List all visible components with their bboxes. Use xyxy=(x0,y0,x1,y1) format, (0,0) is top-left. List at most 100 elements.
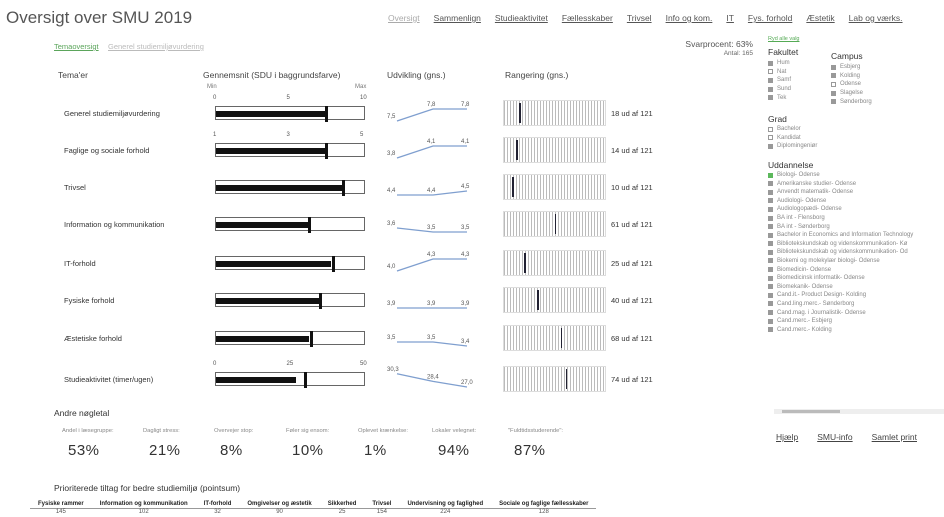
tab-temaoversigt[interactable]: Temaoversigt xyxy=(54,42,99,51)
bottom-link-0[interactable]: Hjælp xyxy=(776,432,799,442)
nav-link-1[interactable]: Sammenlign xyxy=(433,13,481,23)
uddannelse-option[interactable]: Bibliotekskundskab og videnskommunikatio… xyxy=(768,240,944,249)
nav-link-8[interactable]: Æstetik xyxy=(806,13,835,23)
checkbox-icon[interactable] xyxy=(768,241,773,247)
uddannelse-option[interactable]: Biokemi og molekylær biologi- Odense xyxy=(768,257,944,266)
uddannelse-option[interactable]: Biologi- Odense xyxy=(768,171,944,180)
theme-name: Trivsel xyxy=(64,183,86,192)
nav-link-5[interactable]: Info og kom. xyxy=(665,13,713,23)
fakultet-title: Fakultet xyxy=(768,47,799,57)
axis-tick-label: 10 xyxy=(360,95,367,101)
uddannelse-option[interactable]: Cand.merc.- Esbjerg xyxy=(768,317,944,326)
kpi-value: 21% xyxy=(149,442,181,459)
checkbox-icon[interactable] xyxy=(768,189,773,195)
checkbox-icon[interactable] xyxy=(831,90,836,96)
scrollbar-thumb[interactable] xyxy=(782,410,840,413)
header-udvikling: Udvikling (gns.) xyxy=(387,70,446,80)
checkbox-icon[interactable] xyxy=(768,206,773,212)
uddannelse-option[interactable]: Biomekanik- Odense xyxy=(768,282,944,291)
uddannelse-option[interactable]: Bibliotekskundskab og videnskommunikatio… xyxy=(768,248,944,257)
uddannelse-option[interactable]: Audiologi- Odense xyxy=(768,197,944,206)
checkbox-icon[interactable] xyxy=(768,318,773,324)
checkbox-icon[interactable] xyxy=(831,73,836,79)
checkbox-icon[interactable] xyxy=(768,181,773,187)
checkbox-icon[interactable] xyxy=(831,99,836,105)
checkbox-icon[interactable] xyxy=(768,232,773,238)
development-line xyxy=(396,145,467,159)
average-bar xyxy=(215,106,365,122)
priority-column-header: Sikkerhed xyxy=(319,500,365,509)
nav-link-3[interactable]: Fællesskaber xyxy=(561,13,613,23)
uddannelse-option[interactable]: BA int - Flensborg xyxy=(768,214,944,223)
uddannelse-option[interactable]: Biomedicinsk informatik- Odense xyxy=(768,274,944,283)
uddannelse-option[interactable]: BA int - Sønderborg xyxy=(768,222,944,231)
checkbox-icon[interactable] xyxy=(768,86,773,92)
rank-position-marker xyxy=(554,214,556,234)
checkbox-icon[interactable] xyxy=(768,310,773,316)
checkbox-icon[interactable] xyxy=(768,249,773,255)
checkbox-icon[interactable] xyxy=(768,69,773,75)
checkbox-icon[interactable] xyxy=(768,135,773,141)
uddannelse-option[interactable]: Amerikanske studier- Odense xyxy=(768,179,944,188)
uddannelse-option[interactable]: Cand.it.- Product Design- Kolding xyxy=(768,291,944,300)
nav-link-7[interactable]: Fys. forhold xyxy=(747,13,793,23)
checkbox-icon[interactable] xyxy=(768,224,773,230)
filter-option[interactable]: Bachelor xyxy=(768,125,944,134)
filter-option[interactable]: Hum xyxy=(768,59,823,68)
checkbox-icon[interactable] xyxy=(831,64,836,70)
checkbox-icon[interactable] xyxy=(768,172,773,178)
kpi-label: Dagligt stress: xyxy=(143,428,180,434)
development-value: 27,0 xyxy=(461,380,473,386)
filter-option[interactable]: Esbjerg xyxy=(831,63,872,72)
uddannelse-option[interactable]: Audiologopædi- Odense xyxy=(768,205,944,214)
checkbox-icon[interactable] xyxy=(768,301,773,307)
uddannelse-option[interactable]: Cand.ling.merc.- Sønderborg xyxy=(768,300,944,309)
campus-list: Esbjerg Kolding Odense Slagelse Sønderborg xyxy=(831,63,872,106)
checkbox-icon[interactable] xyxy=(768,60,773,66)
checkbox-icon[interactable] xyxy=(768,198,773,204)
filter-option[interactable]: Slagelse xyxy=(831,89,872,98)
checkbox-icon[interactable] xyxy=(768,77,773,83)
nav-link-9[interactable]: Lab og værks. xyxy=(848,13,903,23)
priority-value: 25 xyxy=(338,509,346,515)
filter-option[interactable]: Samf xyxy=(768,76,823,85)
filter-option[interactable]: Tek xyxy=(768,93,823,102)
checkbox-icon[interactable] xyxy=(768,327,773,333)
tab-generel-studiemiljoevurdering[interactable]: Generel studiemiljøvurdering xyxy=(108,42,204,51)
uddannelse-option[interactable]: Cand.merc.- Kolding xyxy=(768,325,944,334)
bottom-link-1[interactable]: SMU-info xyxy=(817,432,853,442)
filter-option[interactable]: Odense xyxy=(831,80,872,89)
filter-option[interactable]: Sønderborg xyxy=(831,97,872,106)
header-tema: Tema'er xyxy=(58,70,88,80)
checkbox-icon[interactable] xyxy=(768,275,773,281)
filter-option[interactable]: Diplomingeniør xyxy=(768,142,944,151)
nav-link-2[interactable]: Studieaktivitet xyxy=(494,13,548,23)
nav-link-4[interactable]: Trivsel xyxy=(626,13,652,23)
checkbox-icon[interactable] xyxy=(768,215,773,221)
uddannelse-scrollbar[interactable] xyxy=(774,409,944,414)
checkbox-icon[interactable] xyxy=(831,81,836,87)
filter-option[interactable]: Kolding xyxy=(831,72,872,81)
rank-text: 74 ud af 121 xyxy=(611,375,653,384)
filter-option[interactable]: Sund xyxy=(768,85,823,94)
checkbox-icon[interactable] xyxy=(768,258,773,264)
rank-distribution xyxy=(503,100,606,126)
checkbox-icon[interactable] xyxy=(768,143,773,149)
uddannelse-option[interactable]: Bachelor in Economics and Information Te… xyxy=(768,231,944,240)
ryd-alle-valg-link[interactable]: Ryd alle valg xyxy=(768,36,800,42)
checkbox-icon[interactable] xyxy=(768,95,773,101)
uddannelse-option[interactable]: Cand.mag. i Journalistik- Odense xyxy=(768,308,944,317)
svarprocent: Svarprocent: 63% xyxy=(685,39,753,49)
nav-link-0[interactable]: Oversigt xyxy=(388,13,420,23)
nav-link-6[interactable]: IT xyxy=(726,13,734,23)
bottom-link-2[interactable]: Samlet print xyxy=(871,432,917,442)
uddannelse-option[interactable]: Anvendt matematik- Odense xyxy=(768,188,944,197)
filter-option[interactable]: Nat xyxy=(768,68,823,77)
filter-option[interactable]: Kandidat xyxy=(768,134,944,143)
checkbox-icon[interactable] xyxy=(768,126,773,132)
checkbox-icon[interactable] xyxy=(768,267,773,273)
uddannelse-label: Biomedicinsk informatik- Odense xyxy=(777,275,865,282)
uddannelse-option[interactable]: Biomedicin- Odense xyxy=(768,265,944,274)
checkbox-icon[interactable] xyxy=(768,284,773,290)
checkbox-icon[interactable] xyxy=(768,292,773,298)
